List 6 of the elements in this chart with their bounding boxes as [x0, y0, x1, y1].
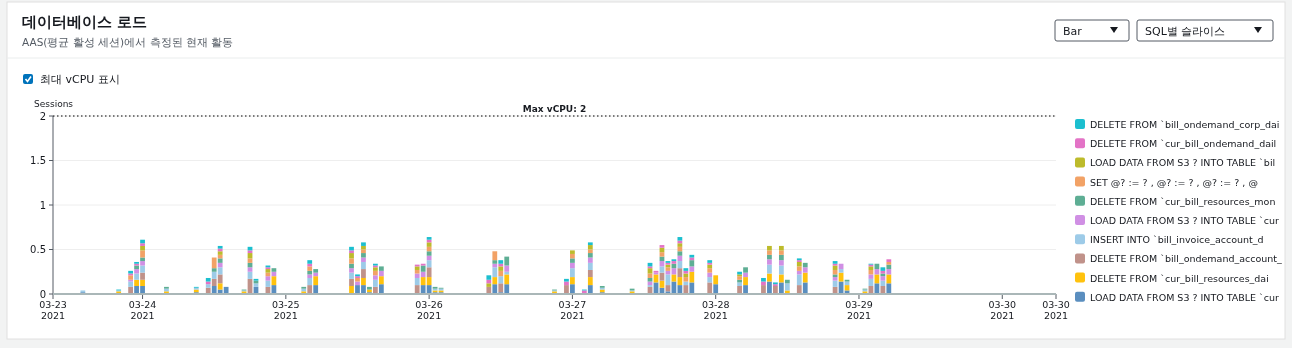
annotation: SQL별 슬라이스 [1145, 25, 1226, 38]
ylabel: Sessions [34, 99, 74, 109]
subtitle: AAS(평균 활성 세션)에서 측정된 현재 활동 [22, 36, 234, 48]
annotation: 최대 vCPU 표시 [40, 73, 120, 86]
annotation: Bar [1063, 25, 1082, 38]
title: 데이터베이스 로드 [22, 13, 148, 31]
